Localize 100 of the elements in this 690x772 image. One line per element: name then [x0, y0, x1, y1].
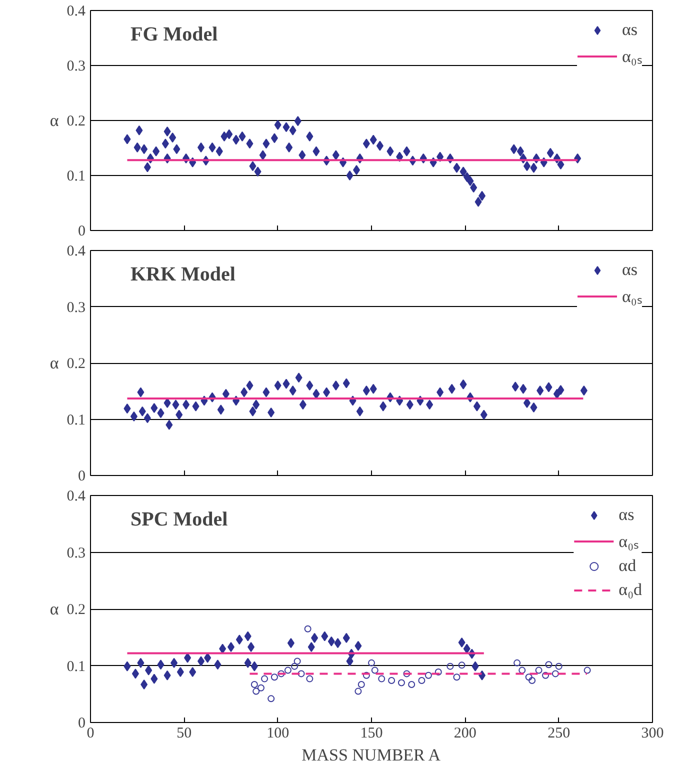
point: [378, 675, 386, 682]
point: [512, 382, 519, 392]
point: [250, 680, 258, 688]
point: [542, 672, 550, 679]
point: [434, 668, 442, 676]
y-tick-label: 0.2: [66, 602, 86, 618]
legend-label: αs: [622, 260, 639, 280]
point: [130, 411, 138, 422]
x-axis-title: MASS NUMBER A: [302, 746, 442, 764]
legend-label: αd: [618, 556, 638, 576]
y-tick-label: 0.4: [66, 4, 86, 20]
point: [144, 413, 151, 424]
point: [535, 666, 542, 674]
point: [346, 656, 354, 666]
legend-label: α₀ₛ: [622, 46, 642, 67]
legend-label: αs: [622, 20, 639, 40]
y-tick-label: 0: [78, 716, 86, 732]
point: [252, 400, 260, 410]
point: [584, 666, 591, 674]
point: [289, 386, 296, 396]
point: [291, 662, 298, 670]
point: [321, 631, 328, 642]
point: [124, 404, 131, 414]
point: [192, 401, 200, 412]
y-tick-label: 0.3: [66, 58, 86, 74]
point: [189, 666, 196, 677]
point: [520, 384, 527, 394]
point: [342, 378, 350, 388]
point: [368, 659, 375, 666]
point: [170, 658, 178, 668]
point: [545, 661, 552, 668]
point: [403, 670, 410, 678]
y-axis-title: α: [50, 111, 59, 130]
point: [463, 644, 470, 654]
y-tick-label: 0.1: [66, 168, 86, 184]
point: [371, 666, 378, 674]
point: [555, 662, 562, 670]
point: [311, 632, 318, 643]
text: KRK Model: [130, 264, 236, 286]
y-axis-title: α: [50, 354, 59, 372]
point: [294, 658, 301, 665]
point: [306, 675, 314, 682]
point: [473, 401, 480, 412]
point: [240, 387, 248, 398]
point: [157, 660, 164, 670]
point: [166, 420, 173, 430]
point: [478, 670, 486, 680]
point: [150, 674, 158, 684]
point: [124, 661, 131, 672]
point: [248, 642, 255, 652]
point: [282, 378, 290, 389]
point: [446, 662, 454, 670]
point: [530, 402, 538, 412]
point: [458, 662, 466, 669]
point: [388, 677, 396, 684]
point: [472, 661, 479, 672]
point: [298, 670, 305, 678]
point: [480, 410, 488, 420]
point: [362, 672, 370, 679]
x-tick-label: 100: [266, 726, 290, 742]
x-tick-label: 300: [641, 726, 664, 742]
point: [342, 632, 350, 643]
point: [528, 677, 536, 684]
point: [164, 670, 171, 680]
y-tick-label: 0.3: [66, 545, 86, 562]
point: [552, 670, 559, 678]
y-tick-label: 0.4: [66, 488, 86, 504]
point: [299, 400, 306, 410]
point: [137, 387, 144, 398]
point: [204, 652, 212, 663]
legend-label: α₀ₛ: [622, 286, 642, 307]
point: [217, 404, 224, 415]
point: [214, 660, 222, 670]
point: [418, 677, 426, 684]
text: SPC Model: [130, 508, 228, 530]
legend-label: α₀ₛ: [618, 531, 639, 552]
point: [436, 387, 444, 398]
point: [184, 652, 192, 663]
point: [536, 386, 544, 396]
y-tick-label: 0.1: [66, 658, 86, 675]
point: [295, 372, 302, 383]
point: [304, 625, 312, 632]
point: [398, 679, 405, 686]
point: [140, 679, 148, 690]
point: [176, 666, 184, 677]
point: [145, 665, 152, 676]
y-tick-label: 0.4: [66, 244, 86, 260]
point: [557, 385, 564, 395]
point: [358, 680, 365, 688]
point: [257, 684, 264, 692]
point: [460, 379, 467, 390]
point: [172, 400, 180, 410]
point: [525, 674, 532, 681]
legend-label: α₀d: [618, 580, 642, 600]
point: [356, 406, 364, 416]
y-tick-label: 0.1: [66, 412, 86, 428]
point: [182, 400, 190, 410]
point: [408, 680, 416, 688]
y-tick-label: 0: [78, 468, 86, 484]
point: [284, 666, 292, 674]
